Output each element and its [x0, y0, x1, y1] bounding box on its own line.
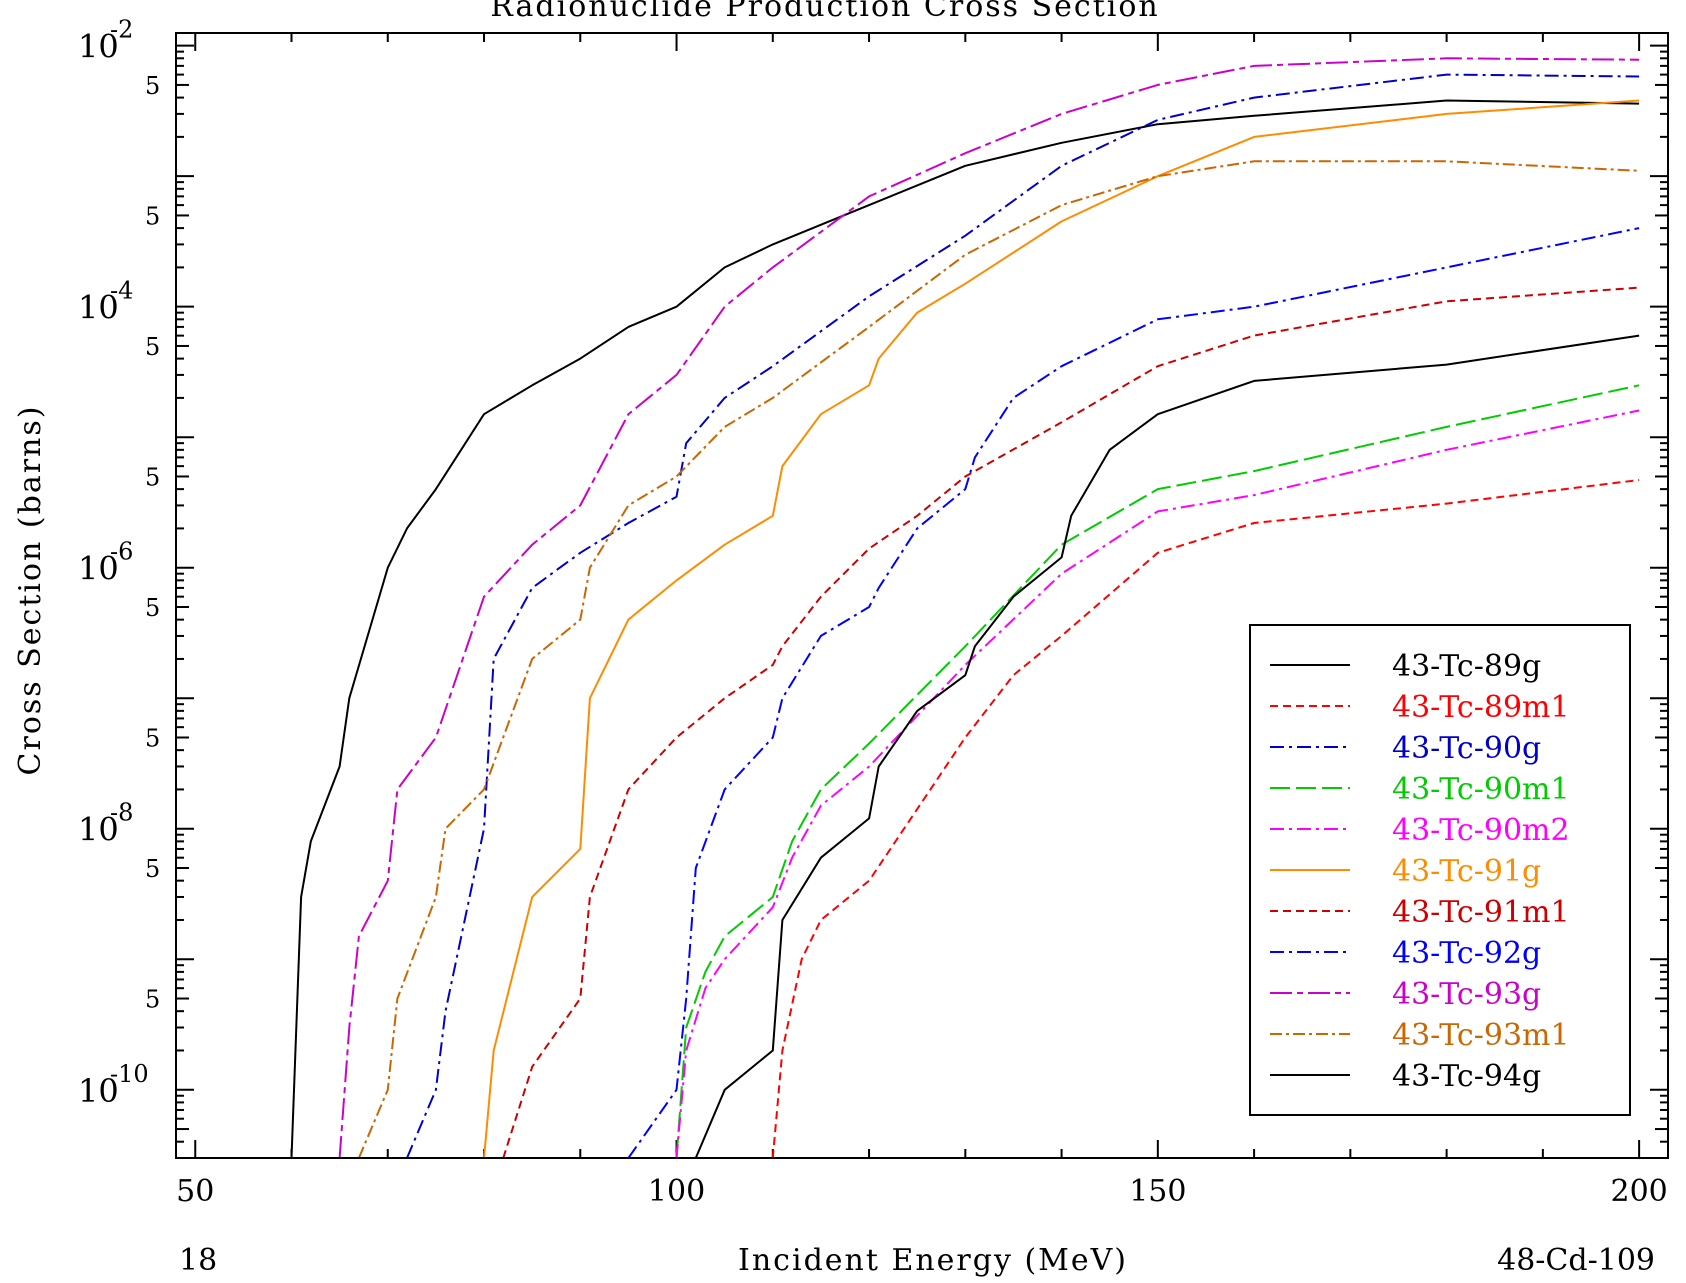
series-line-43-Tc-90g [406, 73, 1640, 1158]
series-line-43-Tc-93m1 [357, 160, 1640, 1158]
legend-label: 43-Tc-93g [1392, 977, 1541, 1012]
series-line-43-Tc-89g [290, 99, 1640, 1158]
x-tick-label: 50 [176, 1174, 214, 1209]
y-minor-label: 5 [145, 463, 160, 491]
x-tick-label: 100 [648, 1174, 705, 1209]
legend-label: 43-Tc-92g [1392, 936, 1541, 971]
series-line-43-Tc-90m2 [675, 409, 1640, 1158]
y-decade-label: 10 [78, 811, 119, 849]
y-decade-exponent: -8 [110, 799, 133, 827]
y-axis-label: Cross Section (barns) [13, 405, 48, 776]
series-line-43-Tc-89m1 [771, 479, 1640, 1158]
legend: 43-Tc-89g 43-Tc-89m1 43-Tc-90g 43-Tc-90m1 43… [1249, 624, 1631, 1116]
y-decade-label: 10 [78, 1072, 119, 1110]
corner-right-label: 48-Cd-109 [1497, 1243, 1655, 1278]
y-decade-exponent: -4 [110, 277, 133, 305]
legend-label: 43-Tc-91m1 [1392, 895, 1570, 930]
legend-entries: 43-Tc-89g 43-Tc-89m1 43-Tc-90g 43-Tc-90m1 43… [1270, 649, 1570, 1094]
series-line-43-Tc-91m1 [502, 286, 1640, 1158]
y-decade-exponent: -10 [110, 1060, 149, 1088]
corner-left-label: 18 [179, 1243, 217, 1278]
chart-title: Radionuclide Production Cross Section [490, 0, 1159, 24]
y-decade-exponent: -6 [110, 538, 133, 566]
series-line-43-Tc-93g [338, 57, 1640, 1158]
legend-label: 43-Tc-89m1 [1392, 690, 1570, 725]
x-tick-label: 150 [1129, 1174, 1186, 1209]
series-line-43-Tc-92g [627, 227, 1640, 1158]
legend-label: 43-Tc-90m1 [1392, 772, 1570, 807]
series-line-43-Tc-90m1 [675, 384, 1640, 1158]
y-minor-label: 5 [145, 725, 160, 753]
y-minor-label: 5 [145, 72, 160, 100]
legend-label: 43-Tc-89g [1392, 649, 1541, 684]
y-minor-label: 5 [145, 594, 160, 622]
x-tick-label: 200 [1610, 1174, 1667, 1209]
y-decade-label: 10 [78, 550, 119, 588]
y-minor-label: 5 [145, 202, 160, 230]
legend-label: 43-Tc-91g [1392, 854, 1541, 889]
y-minor-label: 5 [145, 986, 160, 1014]
legend-label: 43-Tc-93m1 [1392, 1018, 1570, 1053]
legend-label: 43-Tc-90g [1392, 731, 1541, 766]
y-decade-label: 10 [78, 28, 119, 66]
series-lines [290, 57, 1640, 1158]
series-line-43-Tc-91g [483, 99, 1640, 1158]
x-axis-label: Incident Energy (MeV) [738, 1243, 1128, 1278]
y-decade-exponent: -2 [110, 16, 133, 44]
legend-label: 43-Tc-90m2 [1392, 813, 1570, 848]
y-minor-label: 5 [145, 855, 160, 883]
y-minor-label: 5 [145, 333, 160, 361]
legend-label: 43-Tc-94g [1392, 1059, 1541, 1094]
y-decade-label: 10 [78, 289, 119, 327]
x-axis-ticks: 50 100 150 200 [176, 33, 1668, 1209]
plot-frame [175, 32, 1669, 1159]
series-line-43-Tc-94g [694, 334, 1640, 1158]
